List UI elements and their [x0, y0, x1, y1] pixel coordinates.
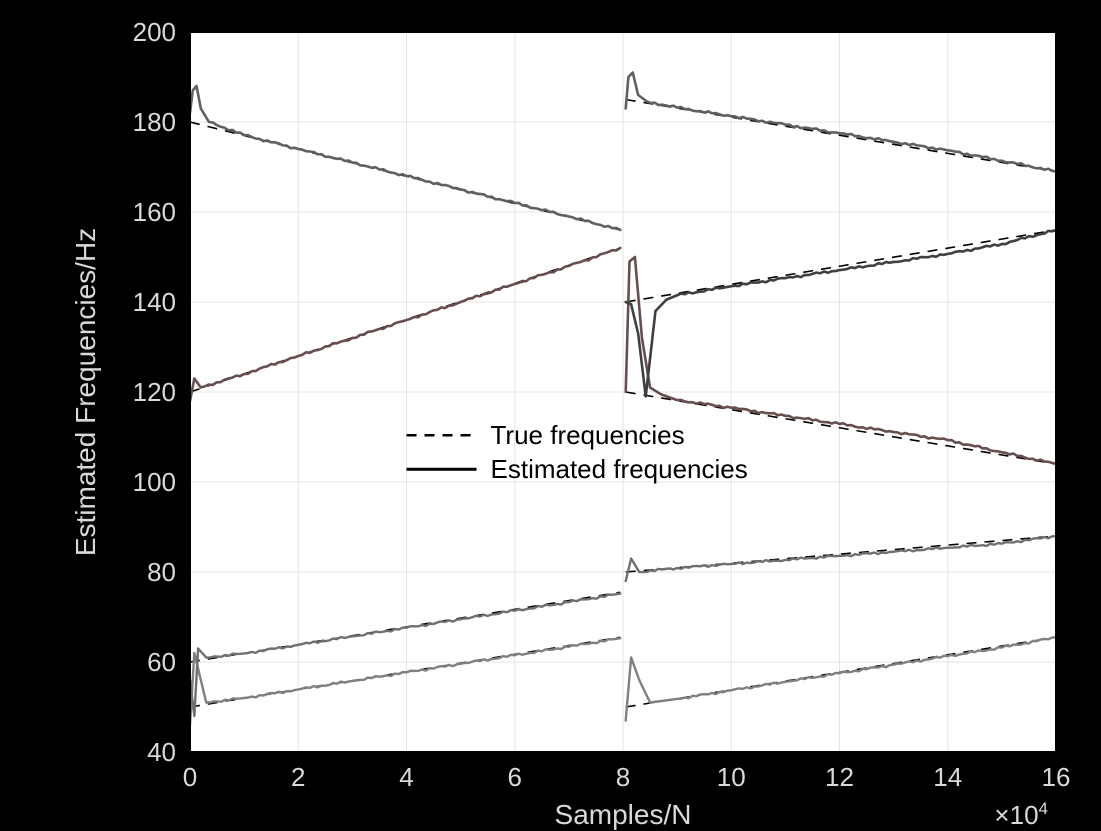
ytick-label: 200 [133, 17, 176, 47]
ytick-label: 120 [133, 377, 176, 407]
y-axis-label: Estimated Frequencies/Hz [70, 228, 101, 556]
xtick-label: 8 [616, 762, 630, 792]
xtick-label: 12 [825, 762, 854, 792]
xtick-label: 10 [717, 762, 746, 792]
ytick-label: 140 [133, 287, 176, 317]
xtick-label: 2 [291, 762, 305, 792]
ytick-label: 40 [147, 737, 176, 767]
xtick-label: 4 [399, 762, 413, 792]
legend-label: Estimated frequencies [491, 454, 748, 484]
chart-container: 0 2 4 6 8 10 12 14 16 40 60 80 100 120 140 160 180 200 Sam… [0, 0, 1101, 831]
xtick-label: 0 [183, 762, 197, 792]
ytick-label: 60 [147, 647, 176, 677]
ytick-label: 80 [147, 557, 176, 587]
x-axis-label: Samples/N [555, 799, 692, 830]
xtick-label: 14 [933, 762, 962, 792]
xtick-label: 16 [1042, 762, 1071, 792]
ytick-label: 100 [133, 467, 176, 497]
xtick-label: 6 [508, 762, 522, 792]
ytick-label: 160 [133, 197, 176, 227]
chart-svg: 0 2 4 6 8 10 12 14 16 40 60 80 100 120 140 160 180 200 Sam… [0, 0, 1101, 831]
ytick-label: 180 [133, 107, 176, 137]
legend-label: True frequencies [491, 420, 685, 450]
